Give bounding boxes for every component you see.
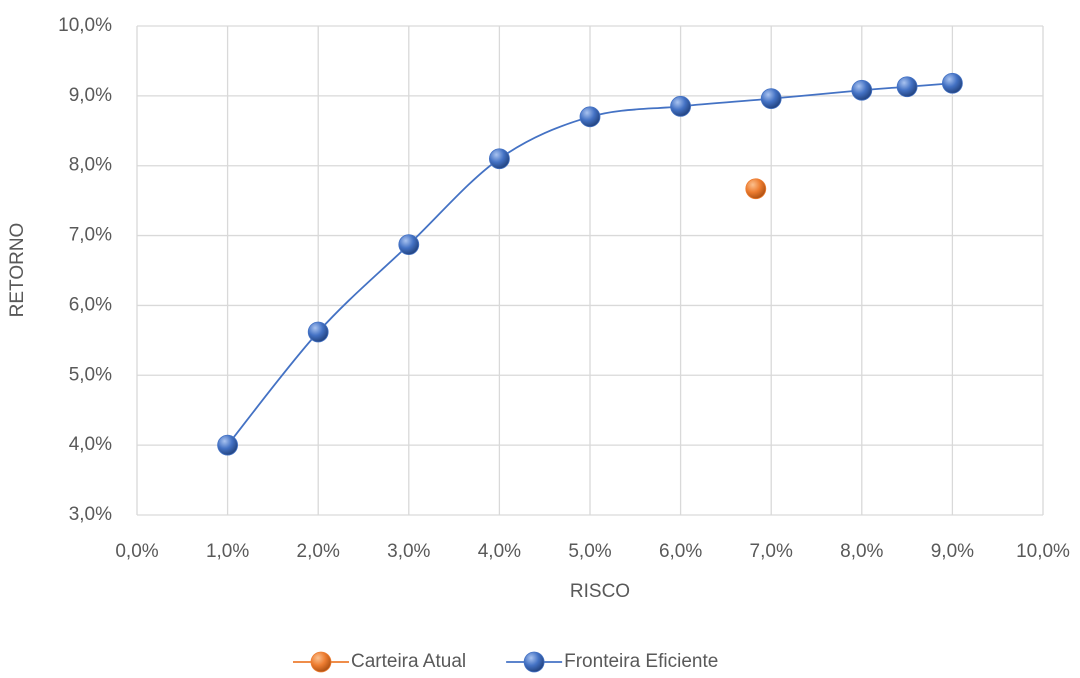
x-tick-label: 5,0% (568, 541, 611, 562)
point (896, 76, 918, 98)
x-tick-label: 10,0% (1016, 541, 1070, 562)
x-tick-label: 9,0% (931, 541, 974, 562)
y-tick-label: 3,0% (69, 504, 112, 525)
y-tick-label: 9,0% (69, 85, 112, 106)
legend: Carteira Atual Fronteira Eficiente (293, 651, 718, 673)
point (579, 106, 601, 128)
x-tick-label: 3,0% (387, 541, 430, 562)
y-tick-label: 7,0% (69, 225, 112, 246)
y-tick-label: 6,0% (69, 294, 112, 315)
point (398, 234, 420, 256)
x-tick-label: 4,0% (478, 541, 521, 562)
y-axis-title: RETORNO (7, 223, 28, 318)
point (760, 88, 782, 110)
point (851, 79, 873, 101)
y-tick-label: 8,0% (69, 155, 112, 176)
x-tick-label: 7,0% (750, 541, 793, 562)
x-tick-label: 0,0% (115, 541, 158, 562)
point (670, 95, 691, 117)
x-tick-label: 1,0% (206, 541, 249, 562)
y-tick-label: 4,0% (69, 434, 112, 455)
x-tick-label: 8,0% (840, 541, 883, 562)
point (217, 434, 239, 456)
x-tick-label: 2,0% (297, 541, 340, 562)
point (942, 72, 963, 94)
y-tick-label: 10,0% (58, 15, 112, 36)
point (488, 148, 510, 170)
legend-label: Fronteira Eficiente (564, 651, 718, 672)
point (307, 321, 329, 343)
legend-label: Carteira Atual (351, 651, 466, 672)
legend-marker (310, 651, 332, 673)
x-axis-title: RISCO (570, 581, 630, 602)
point (745, 178, 767, 200)
legend-marker (523, 651, 545, 673)
y-tick-label: 5,0% (69, 364, 112, 385)
x-tick-label: 6,0% (659, 541, 702, 562)
